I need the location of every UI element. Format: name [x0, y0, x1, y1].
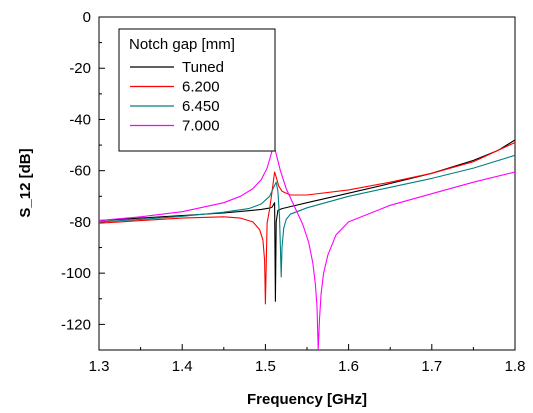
axis-ticks: 1.3 1.4 1.5 1.6 1.7 1.8 0 -20 -40 -60 -80 -100 -120 [61, 9, 525, 375]
series-line-tuned [99, 139, 515, 302]
legend-label: 6.450 [182, 98, 220, 115]
x-tick-label: 1.5 [255, 358, 276, 375]
legend: Notch gap [mm] Tuned 6.200 6.450 7.000 [118, 28, 276, 152]
series-layer [99, 139, 515, 350]
legend-title: Notch gap [mm] [129, 36, 235, 53]
x-tick-label: 1.6 [338, 358, 359, 375]
y-axis-title: S_12 [dB] [17, 148, 34, 217]
y-tick-label: -100 [61, 265, 91, 282]
x-tick-label: 1.4 [172, 358, 193, 375]
series-line-6-200 [99, 142, 515, 305]
legend-label: Tuned [182, 59, 224, 76]
y-tick-label: -60 [69, 163, 91, 180]
y-tick-label: -80 [69, 214, 91, 231]
series-line-7-000 [99, 144, 515, 350]
legend-box [118, 28, 276, 152]
x-axis-title: Frequency [GHz] [247, 391, 367, 408]
legend-label: 6.200 [182, 79, 220, 96]
y-tick-label: -20 [69, 60, 91, 77]
x-tick-label: 1.8 [505, 358, 526, 375]
legend-label: 7.000 [182, 118, 220, 135]
series-line-6-450 [99, 154, 515, 278]
x-tick-label: 1.3 [89, 358, 110, 375]
y-tick-label: 0 [83, 9, 91, 26]
x-tick-label: 1.7 [421, 358, 442, 375]
y-tick-label: -120 [61, 316, 91, 333]
y-tick-label: -40 [69, 111, 91, 128]
